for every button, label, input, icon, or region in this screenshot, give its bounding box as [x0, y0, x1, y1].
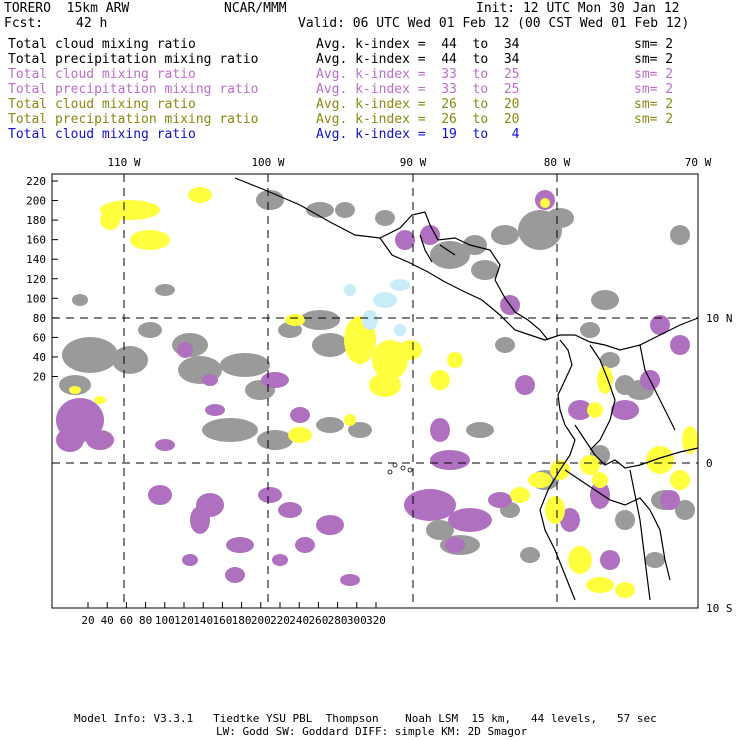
valid-time: Valid: 06 UTC Wed 01 Feb 12 (00 CST Wed …: [298, 16, 690, 31]
bottom-tick-label: 120: [174, 614, 194, 627]
bottom-tick-label: 240: [289, 614, 309, 627]
top-lon-label: 110 W: [107, 156, 140, 169]
legend-field: Total cloud mixing ratio: [8, 67, 196, 82]
bottom-tick-label: 80: [139, 614, 152, 627]
legend-field: Total cloud mixing ratio: [8, 127, 196, 142]
map-frame: [51, 173, 699, 609]
legend-kindex: Avg. k-index = 19 to 4: [316, 127, 520, 142]
legend-sm: sm= 2: [634, 52, 674, 67]
legend-kindex: Avg. k-index = 44 to 34: [316, 52, 520, 67]
model-info: Model Info: V3.3.1 Tiedtke YSU PBL Thomp…: [74, 712, 657, 725]
left-tick-label: 120: [26, 273, 46, 286]
legend-sm: sm= 2: [634, 97, 674, 112]
top-lon-label: 100 W: [251, 156, 284, 169]
init-time: Init: 12 UTC Mon 30 Jan 12: [476, 1, 680, 16]
bottom-tick-label: 320: [366, 614, 386, 627]
legend-field: Total precipitation mixing ratio: [8, 82, 259, 97]
legend-field: Total cloud mixing ratio: [8, 97, 196, 112]
legend-field: Total precipitation mixing ratio: [8, 52, 259, 67]
yellow-clouds: [69, 187, 698, 598]
cloud-fields: [56, 187, 698, 598]
left-tick-label: 100: [26, 292, 46, 305]
top-lon-label: 90 W: [400, 156, 427, 169]
left-tick-label: 80: [33, 312, 46, 325]
legend-kindex: Avg. k-index = 33 to 25: [316, 67, 520, 82]
forecast-hour: 42 h: [76, 16, 108, 31]
lat-lon-grid: [52, 174, 698, 608]
legend-field: Total cloud mixing ratio: [8, 37, 196, 52]
bottom-tick-label: 60: [120, 614, 133, 627]
bottom-tick-label: 100: [155, 614, 175, 627]
left-tick-label: 180: [26, 214, 46, 227]
bottom-tick-label: 300: [347, 614, 367, 627]
bottom-tick-label: 140: [193, 614, 213, 627]
model-title: TORERO 15km ARW: [4, 1, 130, 16]
bottom-tick-label: 20: [81, 614, 94, 627]
legend-kindex: Avg. k-index = 26 to 20: [316, 112, 520, 127]
left-tick-label: 60: [33, 331, 46, 344]
legend-kindex: Avg. k-index = 33 to 25: [316, 82, 520, 97]
cyan-clouds: [344, 279, 410, 336]
bottom-tick-label: 160: [212, 614, 232, 627]
left-tick-label: 140: [26, 253, 46, 266]
bottom-tick-label: 200: [251, 614, 271, 627]
right-lat-label: 10 S: [706, 602, 733, 615]
bottom-tick-label: 280: [328, 614, 348, 627]
legend-sm: sm= 2: [634, 37, 674, 52]
legend-sm: sm= 2: [634, 82, 674, 97]
legend-kindex: Avg. k-index = 44 to 34: [316, 37, 520, 52]
forecast-label: Fcst:: [4, 16, 44, 31]
model-physics: LW: Godd SW: Goddard DIFF: simple KM: 2D…: [216, 725, 528, 738]
legend-sm: sm= 2: [634, 67, 674, 82]
right-lat-label: 10 N: [706, 312, 733, 325]
coastlines: [234, 177, 699, 601]
left-tick-label: 200: [26, 195, 46, 208]
left-tick-label: 160: [26, 234, 46, 247]
legend-sm: sm= 2: [634, 112, 674, 127]
bottom-tick-label: 220: [270, 614, 290, 627]
bottom-tick-label: 260: [308, 614, 328, 627]
bottom-tick-label: 180: [232, 614, 252, 627]
bottom-tick-label: 40: [101, 614, 114, 627]
legend-field: Total precipitation mixing ratio: [8, 112, 259, 127]
left-tick-label: 40: [33, 351, 46, 364]
organization: NCAR/MMM: [224, 1, 287, 16]
right-lat-label: 0: [706, 457, 713, 470]
top-lon-label: 80 W: [544, 156, 571, 169]
left-tick-label: 20: [33, 371, 46, 384]
legend-kindex: Avg. k-index = 26 to 20: [316, 97, 520, 112]
top-lon-label: 70 W: [685, 156, 712, 169]
left-tick-label: 220: [26, 175, 46, 188]
